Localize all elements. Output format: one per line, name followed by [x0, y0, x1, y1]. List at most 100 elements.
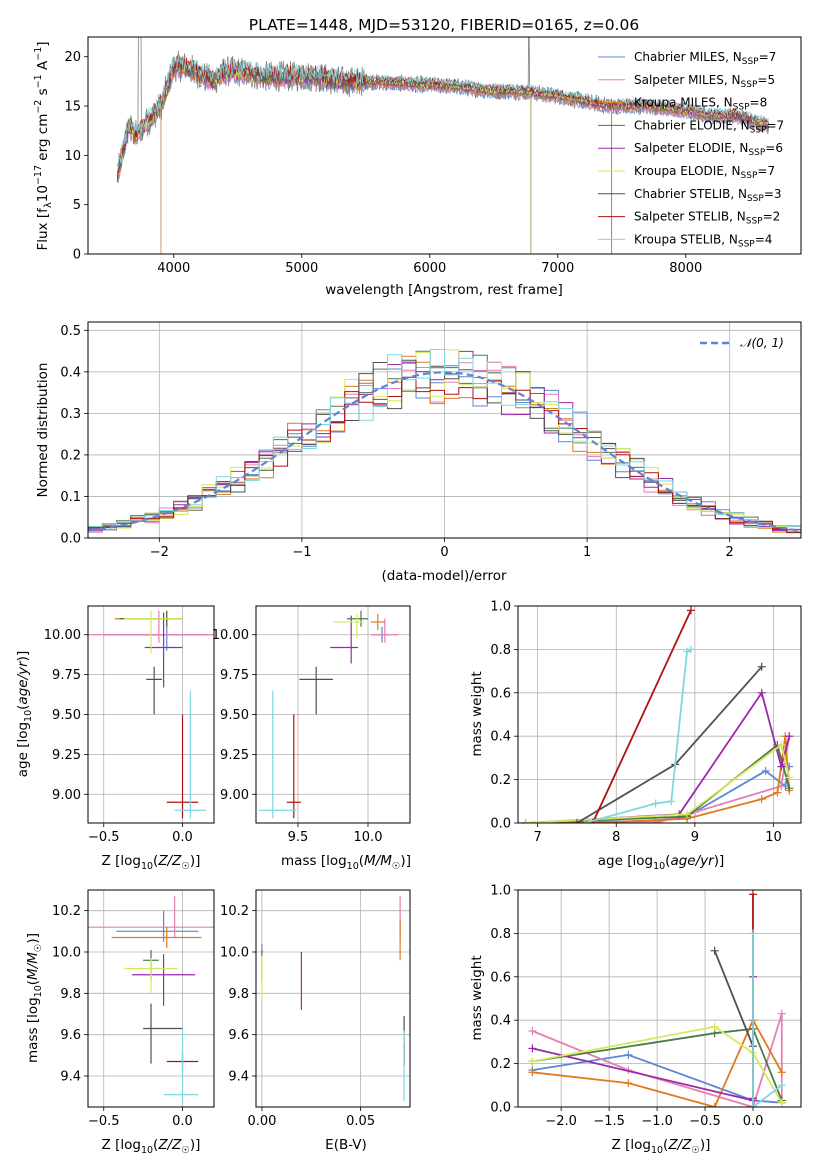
- y-tick-label: 0.4: [490, 1014, 511, 1029]
- legend-label: Salpeter STELIB, NSSP=2: [634, 210, 780, 227]
- mass-vs-z-plot: −0.5 0.0 9.4 9.6 9.8 10.0 10.2: [52, 890, 214, 1129]
- age-vs-mass-frame: [255, 605, 411, 824]
- weight-series-line: [752, 933, 783, 1107]
- age-vs-mass-xlabel: mass [log10(M/M☉)]: [281, 853, 411, 872]
- x-tick-label: 9.5: [288, 830, 309, 845]
- y-tick-label: 0.2: [60, 448, 81, 463]
- residuals-xlabel: (data-model)/error: [381, 568, 507, 584]
- x-tick-label: 10: [765, 830, 782, 845]
- legend-subscript: SSP: [741, 80, 758, 90]
- legend-label: Chabrier STELIB, NSSP=3: [634, 187, 782, 204]
- legend-subscript: SSP: [746, 217, 763, 227]
- mass-vs-z-frame: [87, 889, 215, 1108]
- normal-legend-label: 𝒩(0, 1): [740, 336, 784, 350]
- weight-vs-age-xlabel: age [log10(age/yr)]: [598, 853, 724, 872]
- legend-count: =8: [750, 96, 768, 110]
- spectrum-frame: [87, 36, 802, 255]
- mass-vs-z-ylabel: mass [log10(M/M☉)]: [25, 933, 44, 1063]
- weight-series-line: [532, 976, 754, 1102]
- weight-series-line: [532, 1053, 782, 1104]
- x-tick-label: −1: [292, 545, 311, 560]
- y-tick-label: 9.4: [228, 1070, 249, 1085]
- y-tick-label: 0.0: [490, 1101, 511, 1116]
- x-tick-label: 0: [440, 545, 448, 560]
- y-tick-label: 10.0: [220, 946, 249, 961]
- weight-series-line: [525, 743, 791, 823]
- weight-vs-z-xlabel: Z [log10(Z/Z☉)]: [612, 1137, 711, 1156]
- x-tick-label: 7000: [541, 261, 574, 276]
- weight-series-line: [532, 1027, 783, 1101]
- x-tick-label: 0.0: [172, 1114, 193, 1129]
- y-tick-label: 0.1: [60, 490, 81, 505]
- spectrum-plot: 4000 5000 6000 7000 8000 0 5 10 15 20: [64, 37, 770, 276]
- age-vs-z-plot: −0.5 0.0 9.00 9.25 9.50 9.75 10.00: [44, 606, 214, 845]
- legend-subscript: SSP: [748, 148, 765, 158]
- age-vs-mass-plot: 9.5 10.0 9.00 9.25 9.50 9.75 10.00: [212, 606, 410, 845]
- x-tick-label: −2.0: [545, 1114, 577, 1129]
- spectrum-ylabel: Flux [fλ10−17 erg cm−2 s−1 A−1]: [33, 41, 54, 250]
- y-tick-label: 9.6: [228, 1028, 249, 1043]
- y-tick-label: 0: [73, 248, 81, 263]
- x-tick-label: 7: [534, 830, 542, 845]
- y-tick-label: 10.2: [220, 904, 249, 919]
- legend-count: =6: [765, 141, 783, 155]
- model-spectrum-line: [117, 55, 770, 172]
- y-tick-label: 5: [73, 198, 81, 213]
- y-tick-label: 0.6: [490, 970, 511, 985]
- legend-count: =4: [755, 232, 773, 246]
- weight-vs-age-plot: 7 8 9 10 0.0 0.2 0.4 0.6 0.8 1.0: [490, 600, 801, 845]
- y-tick-label: 0.3: [60, 407, 81, 422]
- x-tick-label: −0.5: [88, 1114, 120, 1129]
- legend-count: =7: [766, 118, 784, 132]
- normal-curve: [88, 371, 801, 532]
- x-tick-label: −2: [150, 545, 169, 560]
- mass-vs-z-xlabel: Z [log10(Z/Z☉)]: [102, 1137, 201, 1156]
- x-tick-label: −1.5: [593, 1114, 625, 1129]
- weight-vs-z-panel: −2.0 −1.5 −1.0 −0.5 0.0 0.0 0.2 0.4 0.6 0.8 1.0 Z …: [469, 884, 802, 1156]
- weight-vs-z-ylabel: mass weight: [469, 955, 485, 1040]
- spectrum-title: PLATE=1448, MJD=53120, FIBERID=0165, z=0…: [249, 16, 639, 34]
- x-tick-label: 6000: [413, 261, 446, 276]
- spectrum-xlabel: wavelength [Angstrom, rest frame]: [325, 282, 563, 298]
- mass-vs-ebv-panel: 0.00 0.05 9.4 9.6 9.8 10.0 10.2 E(B-V): [220, 889, 411, 1153]
- x-tick-label: 8: [612, 830, 620, 845]
- legend-count: =2: [763, 210, 781, 224]
- y-tick-label: 9.75: [52, 668, 81, 683]
- y-tick-label: 10.00: [44, 628, 81, 643]
- weight-series-line: [532, 1013, 783, 1107]
- weight-vs-age-panel: 7 8 9 10 0.0 0.2 0.4 0.6 0.8 1.0 age [log10(age/y…: [469, 600, 802, 872]
- errorbar-group: [88, 896, 214, 1105]
- residual-histogram: [88, 349, 801, 535]
- x-tick-label: 0.0: [743, 1114, 764, 1129]
- legend-subscript: SSP: [733, 103, 750, 113]
- weight-series-line: [591, 609, 692, 823]
- legend-count: =7: [759, 50, 777, 64]
- legend-subscript: SSP: [738, 239, 755, 249]
- y-tick-label: 9.75: [220, 668, 249, 683]
- residuals-panel: −2 −1 0 1 2 0.0 0.1 0.2 0.3 0.4 0.5 (data-model)/e…: [35, 321, 802, 584]
- y-tick-label: 0.2: [490, 1057, 511, 1072]
- y-tick-label: 15: [64, 100, 81, 115]
- legend-count: =5: [757, 73, 775, 87]
- age-vs-z-xlabel: Z [log10(Z/Z☉)]: [102, 853, 201, 872]
- legend-subscript: SSP: [742, 57, 759, 67]
- y-tick-label: 9.4: [60, 1070, 81, 1085]
- x-tick-label: 5000: [285, 261, 318, 276]
- mass-vs-ebv-frame: [255, 889, 411, 1108]
- spectrum-lines: [117, 37, 770, 254]
- y-tick-label: 0.8: [490, 643, 511, 658]
- age-vs-mass-panel: 9.5 10.0 9.00 9.25 9.50 9.75 10.00 mass [log10…: [212, 605, 411, 872]
- residuals-legend: 𝒩(0, 1): [700, 336, 784, 350]
- weight-lines: [528, 890, 786, 1107]
- y-tick-label: 9.00: [220, 788, 249, 803]
- residuals-ylabel: Normed distribution: [35, 363, 51, 498]
- x-tick-label: −0.5: [689, 1114, 721, 1129]
- x-tick-label: 9: [691, 830, 699, 845]
- legend-label: Kroupa STELIB, NSSP=4: [634, 232, 772, 249]
- y-tick-label: 0.4: [60, 365, 81, 380]
- legend-count: =7: [757, 164, 775, 178]
- legend-subscript: SSP: [741, 171, 758, 181]
- legend-label: Salpeter ELODIE, NSSP=6: [634, 141, 783, 158]
- y-tick-label: 10.2: [52, 904, 81, 919]
